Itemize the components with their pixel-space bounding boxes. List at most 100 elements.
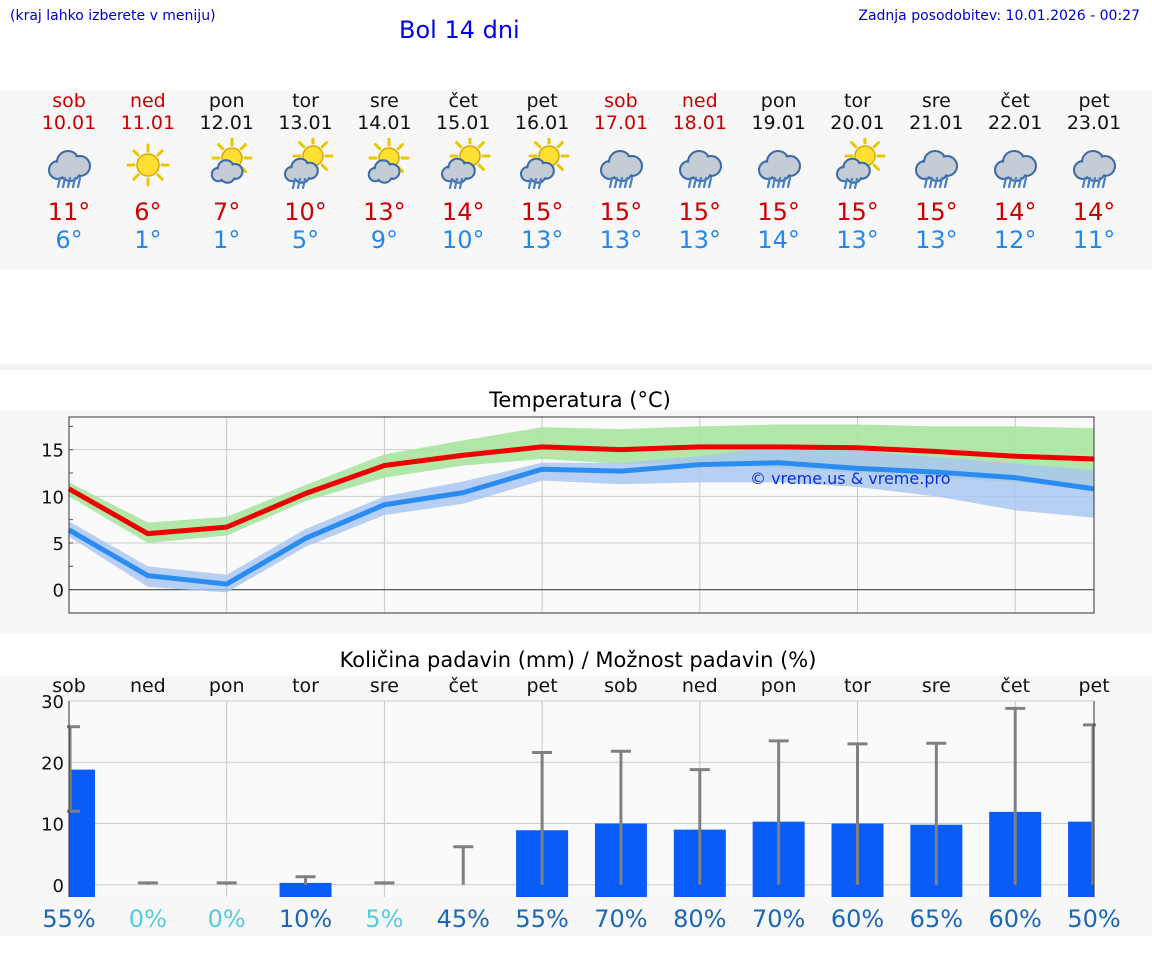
x-category-label: pon [209,675,245,697]
forecast-min-temp: 1° [134,226,162,254]
forecast-day: tor 20.01 15° 13° [818,90,898,254]
precip-probability-label: 60% [831,905,884,933]
forecast-day: ned 18.01 15° 13° [660,90,740,254]
y-tick-label: 10 [41,815,64,836]
forecast-min-temp: 13° [836,226,879,254]
temperature-chart: © vreme.us & vreme.pro 0 5 10 15 [41,416,1095,614]
forecast-day-date: 12.01 [199,112,254,134]
region-hint[interactable]: (kraj lahko izberete v meniju) [10,8,216,24]
forecast-day-name: sob [52,90,86,112]
precip-probability-label: 50% [1067,905,1120,933]
forecast-day-name: ned [129,90,166,112]
forecast-day: pon 19.01 15° 14° [739,90,819,254]
precip-probability-label: 60% [989,905,1042,933]
x-category-label: tor [292,675,319,697]
cloud-rain-icon [757,150,801,189]
x-category-label: pet [526,675,557,697]
forecast-min-temp: 13° [520,226,564,254]
precip-probability-label: 55% [515,905,568,933]
forecast-day-date: 11.01 [120,112,176,134]
forecast-day-date: 18.01 [672,112,727,134]
precip-probability-label: 55% [42,905,95,933]
precip-probability-label: 80% [673,905,726,933]
y-tick-label: 0 [53,876,64,897]
forecast-day-date: 21.01 [909,112,964,134]
precip-probability-label: 10% [279,905,332,933]
forecast-max-temp: 15° [836,198,879,226]
forecast-day-name: pon [208,90,245,112]
min-temp-line [67,460,1095,587]
forecast-max-temp: 15° [520,198,564,226]
forecast-day: čet 22.01 14° 12° [975,90,1055,254]
forecast-max-temp: 14° [441,198,485,226]
y-tick-label: 30 [41,692,64,713]
page-title: Bol 14 dni [399,16,520,44]
precip-probability-label: 70% [752,905,805,933]
precip-probability-label: 0% [208,905,246,933]
sun-cloud-rain-icon [835,138,885,190]
precip-probability-label: 65% [910,905,963,933]
forecast-day-date: 14.01 [357,112,412,134]
precip-probability-label: 45% [437,905,490,933]
forecast-day-name: sre [369,90,399,112]
cloud-rain-icon [915,150,959,189]
x-category-label: čet [448,675,478,697]
cloud-rain-icon [1073,150,1117,189]
forecast-min-temp: 11° [1072,226,1116,254]
forecast-max-temp: 14° [1072,198,1116,226]
forecast-day: sob 17.01 15° 13° [581,90,661,254]
last-update-timestamp: Zadnja posodobitev: 10.01.2026 - 00:27 [858,8,1140,24]
forecast-max-temp: 11° [47,198,91,226]
forecast-day: pet 23.01 14° 11° [1054,90,1134,254]
sun-cloud-icon [368,138,410,184]
forecast-day-date: 15.01 [436,112,491,134]
forecast-day: čet 15.01 14° 10° [423,90,503,254]
forecast-day-date: 19.01 [751,112,806,134]
forecast-day-name: čet [1000,90,1030,112]
forecast-max-temp: 6° [134,198,162,226]
cloud-rain-icon [48,150,91,189]
forecast-day-name: ned [681,90,718,112]
forecast-min-temp: 5° [291,226,320,254]
forecast-day-name: sob [604,90,638,112]
forecast-max-temp: 15° [915,198,958,226]
forecast-day: ned 11.01 6° 1° [108,90,188,254]
forecast-day-date: 13.01 [278,112,333,134]
forecast-min-temp: 14° [757,226,800,254]
precip-bar [69,769,95,897]
forecast-min-temp: 12° [993,226,1037,254]
forecast-day-name: tor [292,90,319,112]
sun-cloud-rain-icon [520,138,570,190]
forecast-max-temp: 14° [993,198,1037,226]
forecast-day-name: tor [844,90,871,112]
forecast-day-name: pon [760,90,797,112]
forecast-day-name: čet [448,90,479,112]
forecast-min-temp: 13° [915,226,958,254]
forecast-day: pon 12.01 7° 1° [187,90,267,254]
x-category-label: pet [1078,675,1109,697]
sun-icon [126,143,170,187]
max-temp-line [67,444,1095,537]
separator-band [0,364,1152,370]
x-category-label: sre [922,675,951,697]
precip-bar [1068,821,1094,897]
forecast-day: sre 21.01 15° 13° [896,90,976,254]
x-category-label: sre [370,675,399,697]
forecast-max-temp: 15° [678,198,722,226]
y-tick-label: 10 [41,487,64,508]
forecast-day-date: 22.01 [987,112,1043,134]
x-category-label: pon [761,675,797,697]
precip-bar [279,882,332,897]
forecast-min-temp: 6° [55,226,83,254]
forecast-day-name: pet [526,90,558,112]
daily-forecast-strip: sob 10.01 11° 6° ned 11.01 6° 1° pon 12.01 7° 1° tor… [0,90,1152,270]
forecast-max-temp: 15° [757,198,800,226]
sun-cloud-rain-icon [283,138,334,190]
forecast-day: pet 16.01 15° 13° [502,90,582,254]
y-tick-label: 5 [53,534,64,555]
x-category-label: sob [52,675,86,697]
forecast-day-name: sre [921,90,951,112]
sun-cloud-icon [210,138,253,184]
forecast-min-temp: 10° [441,226,485,254]
temperature-chart-title: Temperatura (°C) [489,388,671,412]
